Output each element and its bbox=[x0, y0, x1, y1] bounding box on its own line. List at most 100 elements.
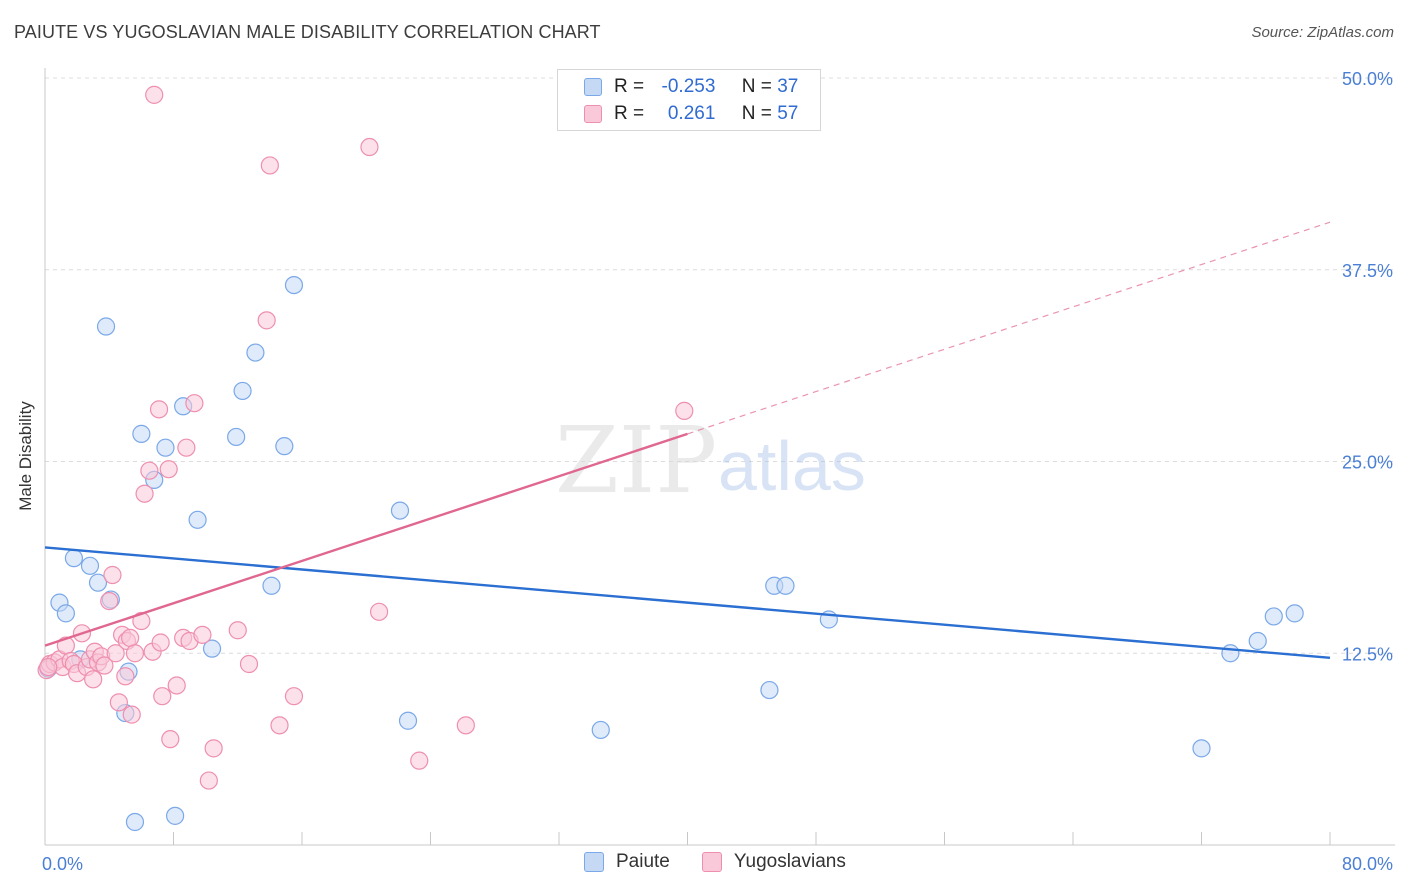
yugoslavians-r-value: 0.261 bbox=[667, 103, 716, 124]
watermark-atlas: atlas bbox=[718, 427, 866, 505]
yugoslavians-point bbox=[270, 716, 289, 735]
tick-labels: 12.5% 25.0% 37.5% 50.0% 0.0% 80.0% bbox=[42, 69, 1393, 874]
legend-row-yugoslavians: R = 0.261 N = 57 bbox=[584, 102, 798, 126]
paiute-point bbox=[275, 437, 294, 456]
yugoslavians-point bbox=[161, 730, 180, 749]
paiute-point bbox=[760, 680, 779, 700]
paiute-point bbox=[166, 806, 185, 825]
yugoslavians-point bbox=[39, 657, 58, 677]
paiute-point bbox=[390, 501, 410, 520]
paiute-point bbox=[88, 573, 108, 592]
y-tick-label: 50.0% bbox=[1342, 69, 1393, 89]
paiute-point bbox=[96, 317, 116, 336]
yugoslavians-point bbox=[159, 460, 178, 479]
trend-lines bbox=[44, 221, 1331, 660]
paiute-point bbox=[227, 427, 246, 447]
yugoslavians-point bbox=[121, 628, 140, 648]
yugoslavians-point bbox=[185, 394, 204, 413]
paiute-swatch bbox=[584, 78, 602, 96]
x-tick-label-max: 80.0% bbox=[1342, 854, 1393, 874]
series-legend: Paiute Yugoslavians bbox=[584, 851, 846, 873]
paiute-point bbox=[1221, 644, 1240, 663]
yugoslavians-point bbox=[239, 654, 259, 674]
yugoslavians-point bbox=[149, 400, 169, 419]
axes bbox=[44, 68, 1395, 846]
y-tick-label: 37.5% bbox=[1342, 261, 1393, 281]
watermark-zip: ZIP bbox=[555, 407, 717, 514]
yugoslavians-point bbox=[116, 667, 135, 686]
paiute-point bbox=[1248, 631, 1267, 651]
paiute-legend-swatch bbox=[584, 852, 604, 872]
paiute-n-value: 37 bbox=[777, 76, 799, 97]
yugoslavians-point bbox=[153, 687, 172, 706]
yugoslavians-point bbox=[456, 716, 475, 735]
yugoslavians-legend-label: Yugoslavians bbox=[733, 851, 846, 872]
paiute-point bbox=[1285, 604, 1304, 623]
paiute-point bbox=[262, 576, 281, 595]
paiute-point bbox=[398, 711, 418, 730]
y-tick-label: 25.0% bbox=[1342, 453, 1393, 473]
yugoslavians-point bbox=[125, 644, 145, 663]
legend-row-paiute: R = -0.253 N = 37 bbox=[584, 75, 798, 99]
yugoslavians-point bbox=[193, 625, 212, 644]
yugoslavians-swatch bbox=[584, 105, 602, 123]
paiute-point bbox=[591, 720, 610, 740]
yugoslavians-point bbox=[167, 676, 186, 695]
yugoslavians-point bbox=[204, 739, 223, 758]
legend-r-label: R = bbox=[614, 76, 645, 97]
yugoslavians-point bbox=[132, 611, 151, 631]
yugoslavians-point bbox=[177, 438, 196, 457]
paiute-point bbox=[125, 812, 145, 832]
yugoslavians-legend-swatch bbox=[701, 852, 722, 872]
chart-title: PAIUTE VS YUGOSLAVIAN MALE DISABILITY CO… bbox=[14, 22, 601, 42]
yugoslavians-point bbox=[410, 751, 429, 770]
correlation-legend: R = -0.253 N = 37 R = 0.261 N = 57 bbox=[557, 69, 821, 131]
paiute-point bbox=[284, 275, 304, 295]
grid bbox=[45, 77, 1395, 654]
yugoslavians-point bbox=[151, 633, 170, 652]
yugoslavians-trend-extension bbox=[687, 221, 1331, 435]
yugoslavians-point bbox=[360, 137, 379, 157]
paiute-point bbox=[1264, 607, 1283, 626]
yugoslavians-point bbox=[103, 565, 122, 585]
legend-r-label: R = bbox=[614, 103, 645, 124]
yugoslavians-point bbox=[109, 693, 128, 712]
yugoslavians-point bbox=[135, 484, 154, 503]
paiute-trend-line bbox=[44, 546, 1331, 660]
y-tick-label: 12.5% bbox=[1342, 644, 1393, 664]
paiute-point bbox=[64, 549, 84, 568]
paiute-point bbox=[246, 343, 265, 362]
paiute-r-value: -0.253 bbox=[661, 76, 716, 97]
yugoslavians-point bbox=[257, 311, 276, 330]
legend-n-label: N = bbox=[741, 76, 772, 97]
yugoslavians-point bbox=[95, 656, 114, 675]
yugoslavians-point bbox=[122, 705, 141, 724]
legend-n-label: N = bbox=[741, 103, 772, 124]
yugoslavians-point bbox=[260, 156, 279, 175]
yugoslavians-point bbox=[228, 621, 247, 640]
yugoslavians-point bbox=[284, 687, 304, 706]
yugoslavians-n-value: 57 bbox=[777, 103, 799, 124]
yugoslavians-point bbox=[140, 461, 159, 480]
paiute-point bbox=[776, 576, 795, 595]
yugoslavians-point bbox=[370, 602, 389, 621]
paiute-point bbox=[80, 556, 100, 575]
yugoslavians-point bbox=[675, 401, 694, 420]
paiute-point bbox=[188, 510, 207, 529]
paiute-point bbox=[1192, 739, 1211, 758]
paiute-point bbox=[132, 424, 151, 443]
x-tick-label-min: 0.0% bbox=[42, 854, 83, 874]
paiute-point bbox=[202, 639, 222, 658]
yugoslavians-point bbox=[145, 85, 164, 104]
yugoslavians-point bbox=[84, 670, 103, 689]
yugoslavians-trend-line bbox=[44, 432, 688, 647]
paiute-point bbox=[56, 604, 75, 623]
watermark: ZIP atlas bbox=[555, 407, 866, 514]
yugoslavians-point bbox=[199, 771, 218, 790]
yugoslavians-point bbox=[106, 644, 125, 663]
paiute-legend-label: Paiute bbox=[616, 851, 670, 872]
source-label: Source: ZipAtlas.com bbox=[1251, 24, 1394, 41]
yugoslavians-point bbox=[100, 591, 119, 611]
paiute-point bbox=[156, 438, 175, 457]
